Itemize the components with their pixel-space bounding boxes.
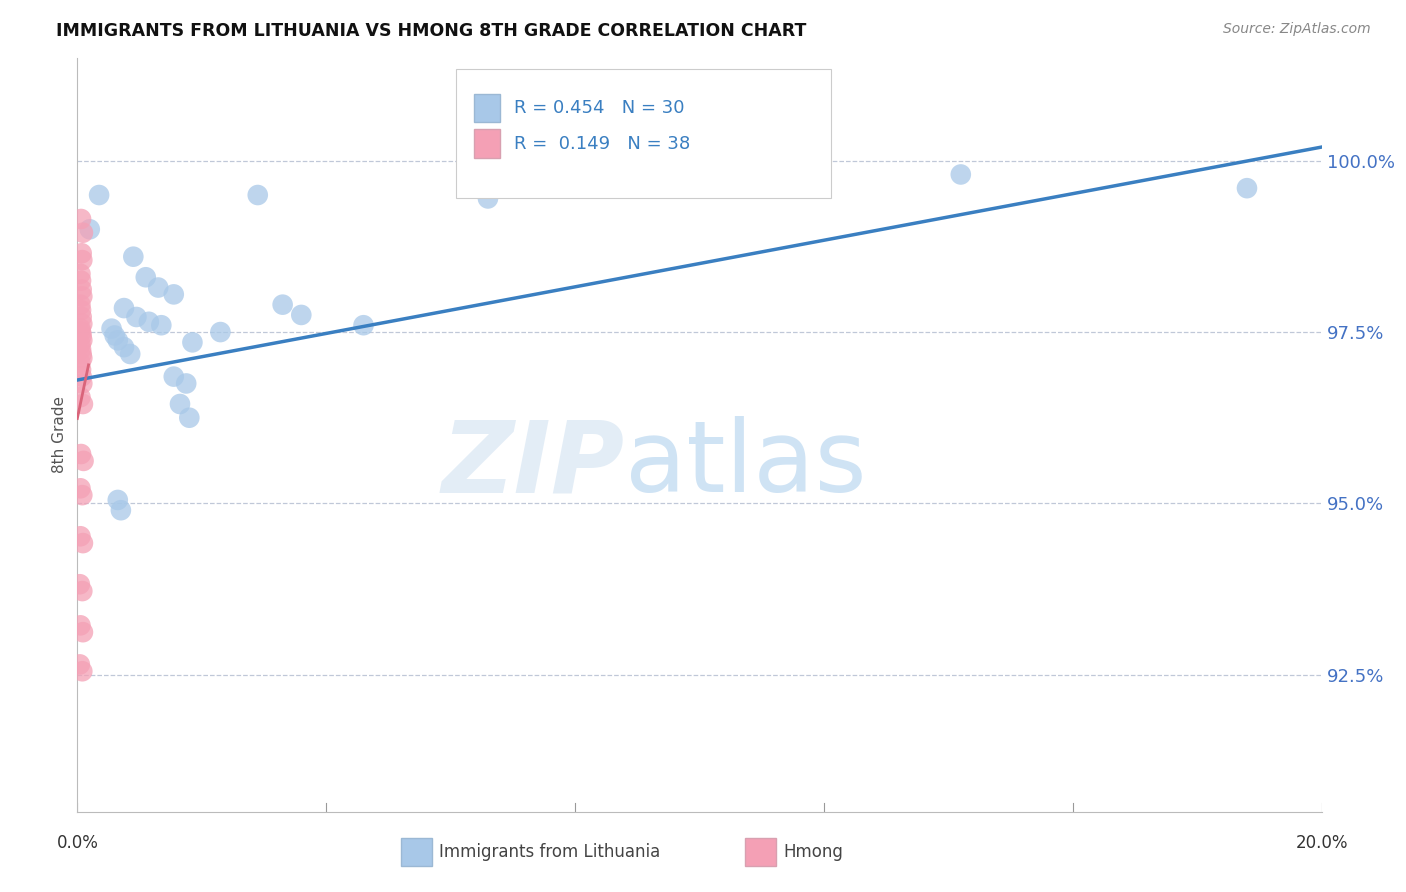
Text: 0.0%: 0.0% bbox=[56, 834, 98, 852]
Point bbox=[70, 369, 93, 384]
Point bbox=[163, 369, 186, 384]
Point bbox=[72, 397, 94, 411]
Point bbox=[72, 226, 94, 240]
Point bbox=[72, 333, 94, 347]
Point bbox=[107, 492, 129, 507]
Point bbox=[69, 337, 91, 351]
Point bbox=[70, 363, 93, 377]
Point bbox=[70, 342, 93, 356]
Point bbox=[72, 376, 94, 391]
Point bbox=[70, 303, 93, 318]
Point bbox=[72, 665, 94, 679]
Point bbox=[72, 289, 94, 303]
Point bbox=[72, 488, 94, 502]
Point bbox=[353, 318, 375, 333]
Point bbox=[179, 410, 201, 425]
Point bbox=[72, 253, 94, 268]
Point bbox=[1236, 181, 1258, 195]
Point bbox=[72, 536, 94, 550]
Point bbox=[135, 270, 157, 285]
Point bbox=[69, 267, 91, 281]
Point bbox=[949, 168, 972, 182]
Text: ZIP: ZIP bbox=[441, 417, 624, 514]
Text: R =  0.149   N = 38: R = 0.149 N = 38 bbox=[513, 135, 690, 153]
Point bbox=[148, 280, 170, 294]
Text: Immigrants from Lithuania: Immigrants from Lithuania bbox=[439, 843, 659, 861]
Text: IMMIGRANTS FROM LITHUANIA VS HMONG 8TH GRADE CORRELATION CHART: IMMIGRANTS FROM LITHUANIA VS HMONG 8TH G… bbox=[56, 22, 807, 40]
Point bbox=[70, 283, 93, 297]
Point bbox=[72, 317, 94, 331]
Point bbox=[69, 356, 91, 370]
Point bbox=[72, 351, 94, 365]
Text: atlas: atlas bbox=[624, 417, 866, 514]
Point bbox=[87, 188, 110, 202]
Point bbox=[70, 328, 93, 343]
Text: Hmong: Hmong bbox=[783, 843, 844, 861]
Point bbox=[100, 321, 122, 335]
Point bbox=[107, 333, 129, 347]
Point bbox=[150, 318, 173, 333]
Point bbox=[477, 191, 499, 205]
Point bbox=[174, 376, 197, 391]
Point bbox=[70, 447, 93, 461]
Point bbox=[125, 310, 148, 324]
Point bbox=[70, 310, 93, 324]
Point bbox=[246, 188, 269, 202]
Point bbox=[70, 212, 93, 227]
Point bbox=[69, 618, 91, 632]
Point bbox=[70, 246, 93, 260]
Point bbox=[72, 454, 94, 468]
Point bbox=[70, 347, 93, 361]
Point bbox=[69, 529, 91, 543]
Point bbox=[169, 397, 191, 411]
Point bbox=[209, 325, 232, 339]
Point bbox=[69, 577, 91, 591]
Text: R = 0.454   N = 30: R = 0.454 N = 30 bbox=[513, 99, 685, 117]
Point bbox=[112, 340, 135, 354]
Point bbox=[69, 298, 91, 312]
Point bbox=[122, 250, 145, 264]
Point bbox=[271, 298, 294, 312]
Text: Source: ZipAtlas.com: Source: ZipAtlas.com bbox=[1223, 22, 1371, 37]
Point bbox=[79, 222, 101, 236]
Point bbox=[112, 301, 135, 315]
Point bbox=[120, 347, 142, 361]
Point bbox=[72, 584, 94, 599]
Point bbox=[70, 325, 93, 339]
Point bbox=[70, 274, 93, 288]
Point bbox=[69, 481, 91, 495]
Point bbox=[138, 315, 160, 329]
Point bbox=[110, 503, 132, 517]
Point bbox=[69, 390, 91, 404]
Point bbox=[290, 308, 312, 322]
Point bbox=[69, 321, 91, 335]
Point bbox=[163, 287, 186, 301]
Point bbox=[104, 328, 127, 343]
Text: 20.0%: 20.0% bbox=[1295, 834, 1348, 852]
Y-axis label: 8th Grade: 8th Grade bbox=[52, 396, 67, 474]
Point bbox=[69, 657, 91, 672]
Point bbox=[181, 335, 204, 350]
Point bbox=[72, 625, 94, 640]
